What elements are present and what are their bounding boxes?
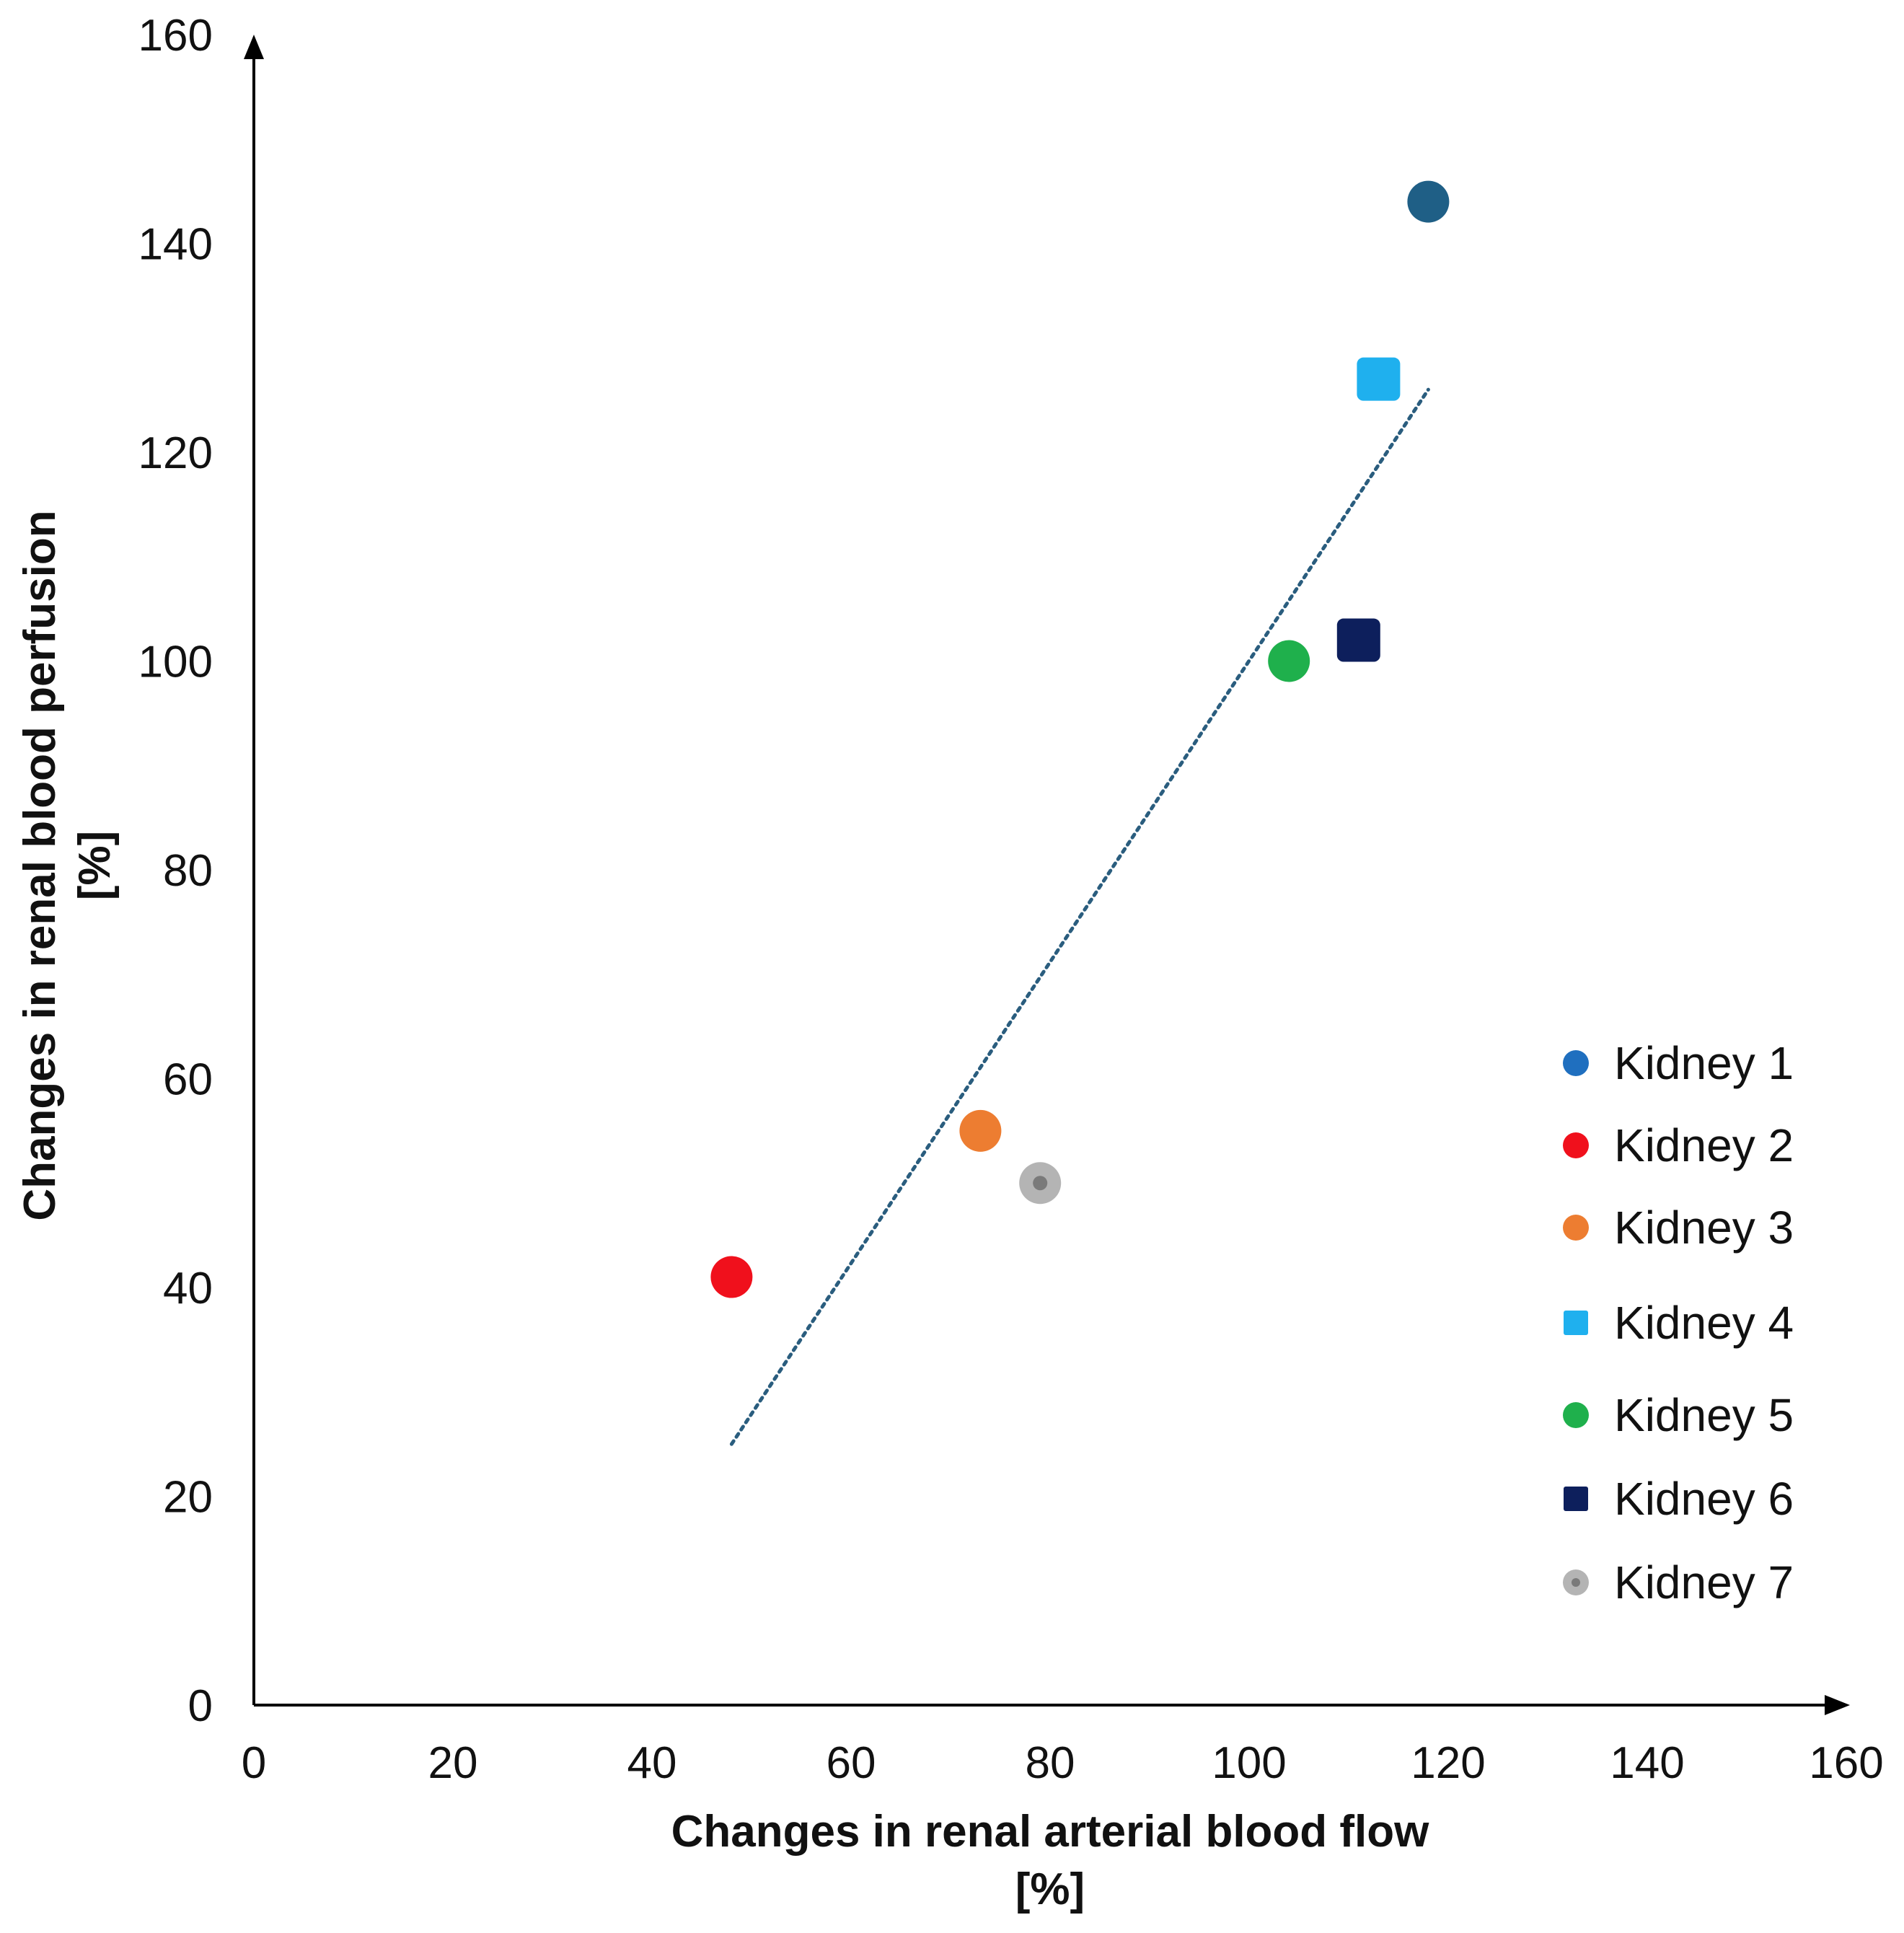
tick-labels: 0 20 40 60 80 100 120 140 160 0 20 40 60 80 100 120 140 1… (138, 11, 1884, 1788)
y-axis-arrow (244, 35, 264, 59)
legend-label: Kidney 4 (1614, 1297, 1794, 1349)
x-tick-label: 20 (428, 1738, 478, 1788)
x-tick-label: 40 (627, 1738, 677, 1788)
legend: Kidney 1 Kidney 2 Kidney 3 Kidney 4 Kidney 5… (1563, 1037, 1794, 1608)
y-tick-label: 120 (138, 428, 213, 478)
trendline (729, 387, 1430, 1446)
x-tick-label: 0 (242, 1738, 266, 1788)
data-points (710, 180, 1450, 1298)
legend-marker (1563, 1050, 1589, 1076)
legend-label: Kidney 5 (1614, 1389, 1794, 1441)
data-point (1357, 357, 1401, 401)
legend-marker (1564, 1311, 1588, 1335)
legend-label: Kidney 2 (1614, 1119, 1794, 1171)
legend-marker (1564, 1487, 1588, 1511)
legend-label: Kidney 3 (1614, 1202, 1794, 1254)
data-point (959, 1109, 1002, 1152)
y-tick-label: 100 (138, 638, 213, 687)
trendline-group (729, 387, 1430, 1446)
y-tick-label: 160 (138, 11, 213, 61)
y-tick-label: 140 (138, 220, 213, 270)
x-axis-title: Changes in renal arterial blood flow (671, 1807, 1430, 1857)
y-axis-title: Changes in renal blood perfusion (15, 510, 65, 1220)
x-tick-label: 140 (1610, 1738, 1684, 1788)
x-axis-unit: [%] (1015, 1864, 1085, 1914)
legend-label: Kidney 7 (1614, 1556, 1794, 1608)
y-tick-label: 0 (188, 1681, 213, 1731)
legend-marker (1563, 1132, 1589, 1158)
y-tick-label: 60 (163, 1055, 213, 1105)
axes (244, 35, 1850, 1715)
legend-marker (1563, 1402, 1589, 1428)
x-tick-label: 160 (1809, 1738, 1883, 1788)
legend-label: Kidney 6 (1614, 1473, 1794, 1525)
x-tick-label: 80 (1026, 1738, 1075, 1788)
y-tick-label: 80 (163, 846, 213, 896)
y-axis-unit: [%] (70, 831, 120, 900)
data-point (1407, 180, 1450, 223)
x-tick-label: 120 (1411, 1738, 1485, 1788)
y-tick-label: 40 (163, 1264, 213, 1313)
legend-marker (1563, 1215, 1589, 1241)
data-point (1268, 640, 1310, 682)
legend-marker-center (1572, 1578, 1580, 1587)
y-tick-label: 20 (163, 1473, 213, 1523)
data-point (710, 1256, 753, 1298)
x-tick-label: 60 (827, 1738, 876, 1788)
x-axis-arrow (1825, 1695, 1850, 1715)
data-point (1336, 618, 1380, 662)
x-tick-label: 100 (1212, 1738, 1286, 1788)
legend-label: Kidney 1 (1614, 1037, 1794, 1089)
data-point-center (1033, 1176, 1048, 1191)
